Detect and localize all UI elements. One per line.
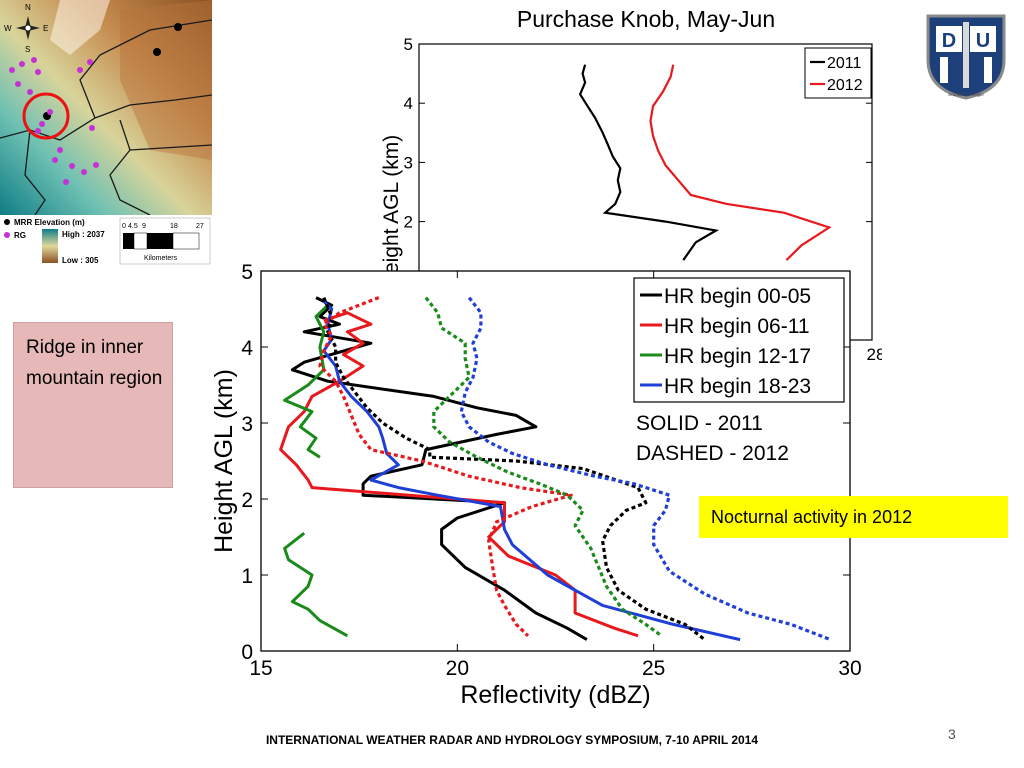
main-y-tick-label: 4 [241, 337, 253, 360]
svg-text:MRR Elevation (m): MRR Elevation (m) [14, 218, 85, 227]
svg-text:RG: RG [14, 231, 26, 240]
svg-text:9: 9 [142, 223, 146, 230]
top-y-tick-label: 5 [404, 35, 413, 54]
top-y-tick-label: 4 [404, 94, 413, 113]
top-y-tick-label: 2 [404, 213, 413, 232]
nocturnal-note-text: Nocturnal activity in 2012 [711, 507, 913, 527]
top-legend-box [804, 47, 872, 99]
series-line-hr-begin-12-17-low [283, 532, 349, 638]
svg-text:U: U [976, 30, 990, 52]
main-legend-label: HR begin 06-11 [664, 315, 810, 338]
line-style-annotation: SOLID - 2011 [636, 412, 763, 435]
top-y-tick-label: 3 [404, 153, 413, 172]
svg-text:0: 0 [122, 223, 126, 230]
main-x-tick-label: 25 [642, 657, 665, 680]
series-line-hr-begin-12-17 [283, 304, 329, 459]
footer-text: INTERNATIONAL WEATHER RADAR AND HYDROLOG… [265, 733, 759, 747]
svg-text:S: S [25, 45, 30, 54]
main-x-axis-label: Reflectivity (dBZ) [460, 681, 650, 709]
main-x-tick-label: 20 [446, 657, 469, 680]
ridge-note-box [13, 322, 173, 488]
ridge-note-text: Ridge in inner mountain region [26, 337, 163, 389]
svg-text:Kilometers: Kilometers [144, 255, 178, 262]
svg-text:18: 18 [170, 223, 178, 230]
top-x-tick-label: 28 [867, 345, 882, 364]
main-y-tick-label: 3 [241, 413, 253, 436]
top-legend-label: 2011 [827, 55, 862, 72]
series-line-hr-begin-06-11 [279, 311, 639, 638]
main-legend-box [633, 277, 845, 403]
elevation-map: N S E W MRR Elevation (m) RG High : 2037… [0, 0, 212, 268]
main-y-tick-label: 2 [241, 489, 253, 512]
mrr-site-marker [153, 48, 161, 56]
mrr-site-marker [174, 23, 182, 31]
rain-gauge-markers [9, 57, 99, 185]
nocturnal-note-box [699, 496, 1008, 538]
series-line-hr-begin-00-05 [290, 296, 588, 641]
top-legend-label: 2012 [827, 77, 863, 94]
svg-text:E: E [43, 24, 48, 33]
top-series-line-2012 [649, 64, 832, 261]
main-x-tick-label: 15 [249, 657, 272, 680]
series-line-hr-begin-00-05-2012 [322, 296, 706, 641]
compass-rose: N S E W [4, 3, 48, 54]
scale-bar: 0 4.5 9 18 27 Kilometers [119, 217, 211, 265]
university-seal: D U Eruditio et Religio [926, 14, 1006, 100]
terrain-area [0, 0, 212, 215]
main-legend-label: HR begin 18-23 [664, 375, 811, 398]
slide-number: 3 [948, 726, 956, 742]
series-line-hr-begin-12-17-2012 [424, 296, 663, 638]
svg-text:4.5: 4.5 [128, 223, 138, 230]
main-legend-label: HR begin 00-05 [664, 285, 811, 308]
svg-text:W: W [4, 24, 12, 33]
svg-text:N: N [25, 3, 31, 12]
top-chart-title: Purchase Knob, May-Jun [517, 6, 775, 32]
svg-text:Eruditio et Religio: Eruditio et Religio [948, 92, 984, 97]
line-style-annotation: DASHED - 2012 [636, 442, 789, 465]
svg-text:High : 2037: High : 2037 [62, 230, 105, 239]
main-y-tick-label: 1 [241, 565, 253, 588]
svg-text:Low : 305: Low : 305 [62, 256, 99, 265]
map-legend: MRR Elevation (m) RG High : 2037 Low : 3… [4, 218, 105, 265]
highlight-circle [22, 92, 70, 140]
series-line-hr-begin-06-11-2012 [318, 296, 573, 637]
top-y-axis-label: Height AGL (km) [380, 135, 403, 289]
main-y-axis-label: Height AGL (km) [210, 369, 238, 553]
main-x-tick-label: 30 [838, 657, 861, 680]
svg-text:D: D [942, 30, 956, 52]
main-y-tick-label: 0 [241, 641, 253, 664]
top-series-line-2011 [578, 64, 720, 261]
main-legend-label: HR begin 12-17 [664, 345, 811, 368]
svg-text:27: 27 [196, 223, 204, 230]
main-y-tick-label: 5 [241, 262, 253, 284]
reflectivity-profile-chart: 15 20 25 30 0 1 2 3 4 5 Reflectivity (dBZ) Height A… [210, 262, 862, 709]
